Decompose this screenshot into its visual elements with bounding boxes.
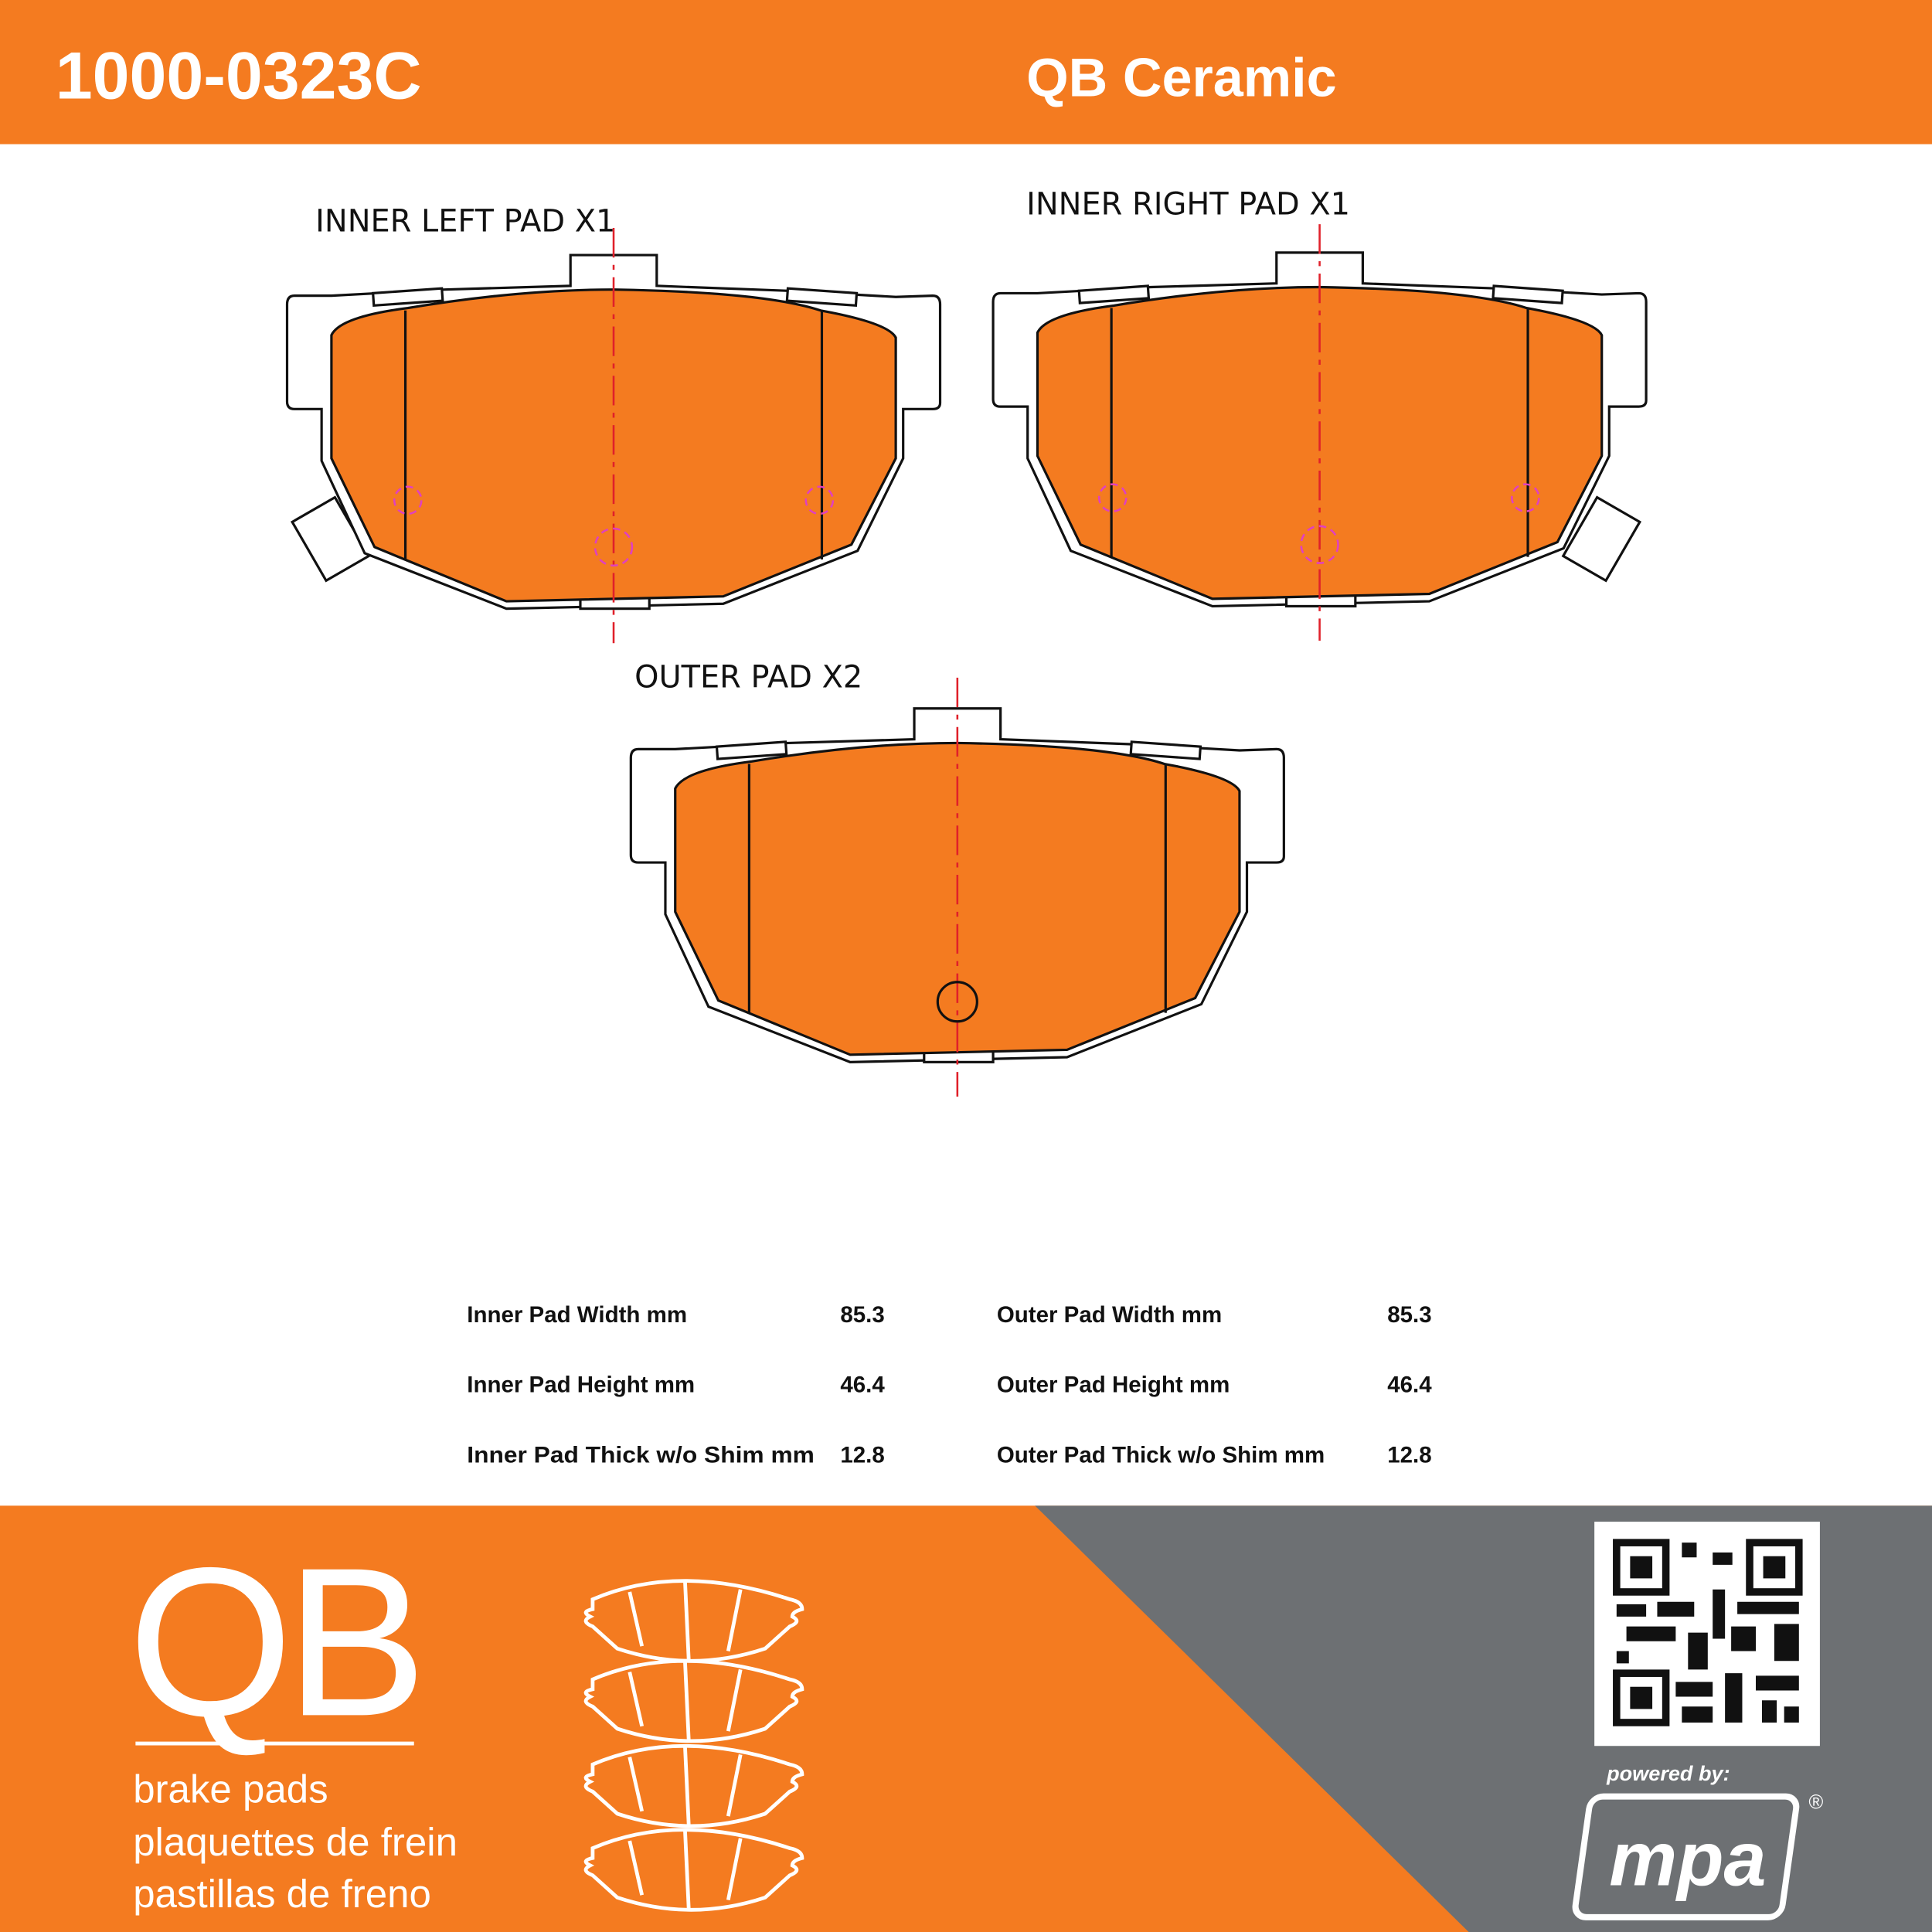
spec-value: 12.8 — [1387, 1443, 1431, 1468]
spec-label: Inner Pad Width mm — [467, 1302, 687, 1328]
brand: mpa — [1609, 1816, 1766, 1901]
spec-value: 46.4 — [840, 1372, 885, 1398]
spec-value: 85.3 — [1387, 1302, 1431, 1328]
drawing-label: INNER RIGHT PAD X1 — [1026, 186, 1350, 222]
spec-label: Outer Pad Thick w/o Shim mm — [997, 1443, 1325, 1468]
part-number: 1000-0323C — [56, 39, 422, 114]
footer-line: pastillas de freno — [133, 1872, 431, 1916]
spec-label: Inner Pad Thick w/o Shim mm — [467, 1443, 815, 1468]
spec-table: Inner Pad Width mm 85.3 Outer Pad Width … — [467, 1302, 1432, 1468]
drawing-label: OUTER PAD X2 — [634, 660, 862, 696]
inner-right-pad — [992, 224, 1648, 641]
logo: QB — [128, 1524, 420, 1760]
spec-label: Inner Pad Height mm — [467, 1372, 695, 1398]
registered: ® — [1809, 1792, 1824, 1814]
footer-line: brake pads — [133, 1767, 328, 1811]
spec-label: Outer Pad Height mm — [997, 1372, 1230, 1398]
product-line: QB Ceramic — [1026, 46, 1337, 107]
spec-value: 12.8 — [840, 1443, 884, 1468]
spec-label: Outer Pad Width mm — [997, 1302, 1222, 1328]
spec-value: 46.4 — [1387, 1372, 1432, 1398]
footer-line: plaquettes de frein — [133, 1820, 457, 1864]
outer-pad — [629, 677, 1285, 1097]
powered-by: powered by: — [1606, 1761, 1730, 1785]
drawing-label: INNER LEFT PAD X1 — [315, 204, 615, 240]
spec-value: 85.3 — [840, 1302, 884, 1328]
qr-code — [1594, 1522, 1820, 1747]
inner-left-pad — [285, 227, 942, 644]
brand-frame — [1572, 1793, 1800, 1920]
header-bar — [0, 0, 1932, 145]
